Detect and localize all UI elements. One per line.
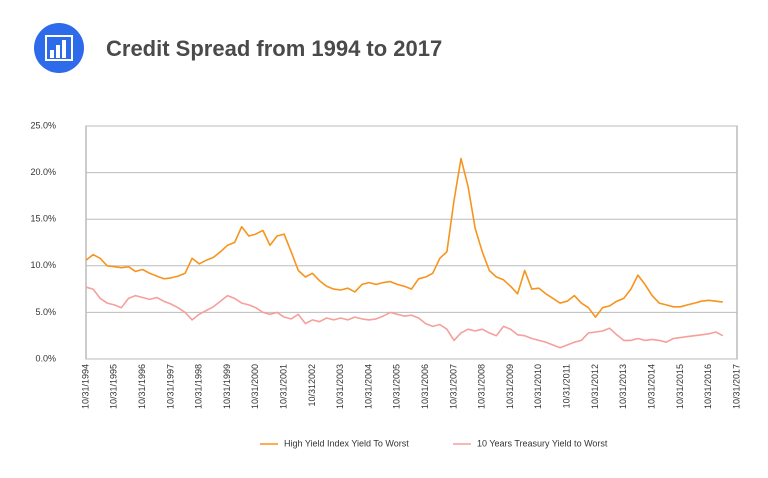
y-tick-label: 10.0% bbox=[30, 260, 56, 270]
x-tick-label: 10/31/2005 bbox=[392, 364, 402, 409]
y-tick-label: 20.0% bbox=[30, 167, 56, 177]
plot-frame bbox=[85, 125, 738, 360]
x-tick-label: 10/31/2009 bbox=[505, 364, 515, 409]
x-tick-label: 10/31/2000 bbox=[250, 364, 260, 409]
icon-bar bbox=[50, 50, 54, 58]
legend-label: 10 Years Treasury Yield to Worst bbox=[477, 438, 608, 448]
x-tick-label: 10/31/2012 bbox=[590, 364, 600, 409]
x-tick-label: 10/31/2006 bbox=[420, 364, 430, 409]
icon-frame bbox=[45, 35, 73, 61]
x-tick-label: 10/31/1995 bbox=[109, 364, 119, 409]
x-tick-label: 10/31/2003 bbox=[335, 364, 345, 409]
x-tick-label: 10/31/1994 bbox=[80, 364, 90, 409]
y-tick-label: 0.0% bbox=[35, 353, 56, 363]
x-tick-label: 10/31/2015 bbox=[675, 364, 685, 409]
x-tick-label: 10/31/1997 bbox=[165, 364, 175, 409]
x-tick-label: 10/31/2010 bbox=[533, 364, 543, 409]
x-tick-label: 10/312002 bbox=[307, 364, 317, 407]
x-tick-label: 10/31/1996 bbox=[137, 364, 147, 409]
chart-title: Credit Spread from 1994 to 2017 bbox=[106, 36, 442, 61]
x-tick-label: 10/31/1998 bbox=[194, 364, 204, 409]
y-tick-label: 5.0% bbox=[35, 307, 56, 317]
legend-label: High Yield Index Yield To Worst bbox=[284, 438, 409, 448]
x-tick-label: 10/31/2004 bbox=[363, 364, 373, 409]
x-tick-label: 10/31/2016 bbox=[703, 364, 713, 409]
series-line bbox=[85, 286, 724, 349]
x-tick-label: 10/31/2013 bbox=[618, 364, 628, 409]
x-tick-label: 10/31/2017 bbox=[731, 364, 741, 409]
y-tick-label: 25.0% bbox=[30, 120, 56, 130]
x-tick-label: 10/31/2011 bbox=[562, 364, 572, 408]
x-tick-label: 10/31/2008 bbox=[477, 364, 487, 409]
icon-bar bbox=[62, 40, 66, 58]
x-tick-label: 10/31/2007 bbox=[448, 364, 458, 409]
series-line bbox=[85, 157, 723, 318]
x-tick-label: 10/31/1999 bbox=[222, 364, 232, 409]
icon-bar bbox=[56, 45, 60, 58]
x-tick-label: 10/31/2014 bbox=[646, 364, 656, 409]
x-tick-label: 10/31/2001 bbox=[279, 364, 289, 409]
y-tick-label: 15.0% bbox=[30, 214, 56, 224]
